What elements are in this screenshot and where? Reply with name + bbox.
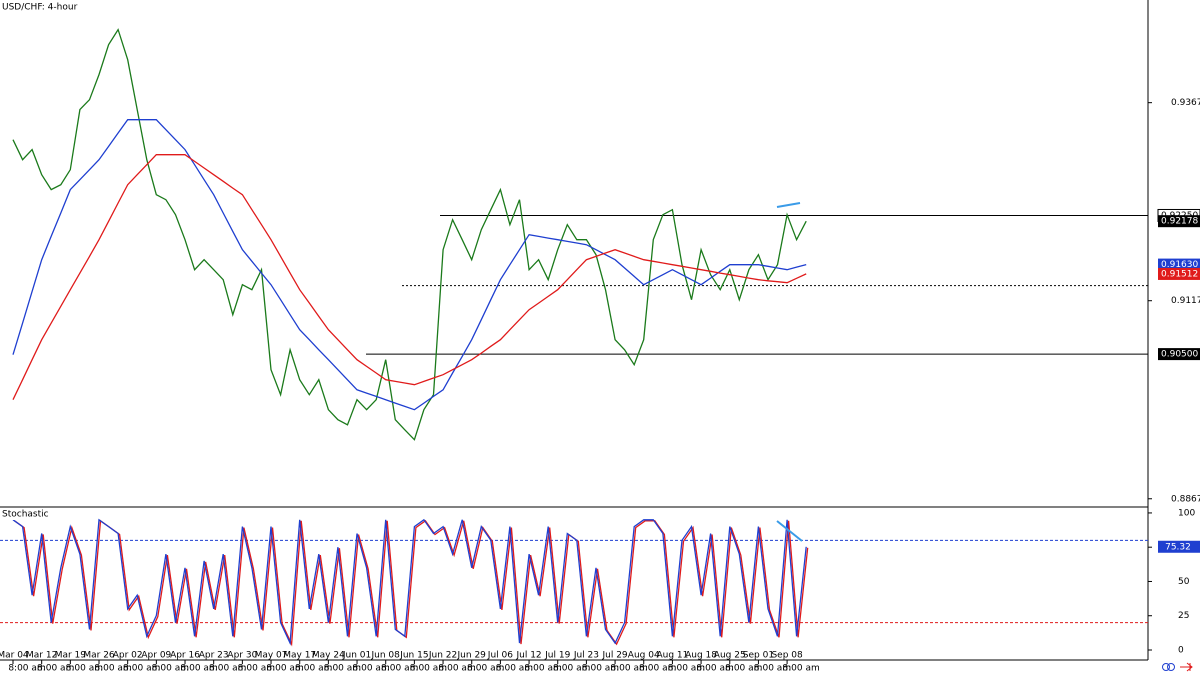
x-tick-label: Aug 18 <box>685 651 717 661</box>
x-tick-label: Jul 23 <box>573 651 599 661</box>
x-time-label: 8:00 am <box>467 664 504 674</box>
icon[interactable] <box>1167 663 1175 671</box>
x-tick-label: Apr 23 <box>199 651 229 661</box>
x-time-label: 8:00 am <box>410 664 447 674</box>
x-time-label: 8:00 am <box>8 664 45 674</box>
x-tick-label: Mar 19 <box>55 651 87 661</box>
y-tick-label: 25 <box>1178 611 1189 621</box>
x-time-label: 8:00 am <box>725 664 762 674</box>
x-tick-label: Aug 11 <box>656 651 688 661</box>
x-time-label: 8:00 am <box>438 664 475 674</box>
y-tick-label: 50 <box>1178 577 1190 587</box>
x-time-label: 8:00 am <box>37 664 74 674</box>
x-time-label: 8:00 am <box>696 664 733 674</box>
title-bg <box>0 1 66 13</box>
indicator-title: Stochastic <box>2 510 49 520</box>
x-tick-label: Jul 06 <box>487 651 513 661</box>
series-line <box>12 518 807 646</box>
x-time-label: 8:00 am <box>209 664 246 674</box>
price-label: 0.92178 <box>1161 217 1198 227</box>
x-tick-label: Apr 16 <box>170 651 200 661</box>
x-tick-label: May 24 <box>312 651 345 661</box>
x-time-label: 8:00 am <box>639 664 676 674</box>
x-tick-label: Jun 22 <box>428 651 457 661</box>
title-bg <box>0 509 40 520</box>
x-tick-label: Mar 04 <box>0 651 29 661</box>
x-time-label: 8:00 am <box>324 664 361 674</box>
x-time-label: 8:00 am <box>266 664 303 674</box>
x-tick-label: Mar 26 <box>83 651 115 661</box>
x-tick-label: Jul 12 <box>515 651 541 661</box>
x-time-label: 8:00 am <box>152 664 189 674</box>
x-time-label: 8:00 am <box>295 664 332 674</box>
price-label-box <box>1158 348 1200 361</box>
toolbar-icons[interactable] <box>1162 662 1193 672</box>
y-tick-label: 0.93674 <box>1171 98 1200 108</box>
x-tick-label: Jun 29 <box>457 651 487 661</box>
series-line <box>12 119 807 411</box>
price-label-box <box>1158 215 1200 228</box>
price-label: 0.90500 <box>1161 350 1198 360</box>
price-label: 0.91512 <box>1161 269 1198 279</box>
chart-title: USD/CHF: 4-hour <box>2 3 78 13</box>
trend-line <box>776 520 803 542</box>
x-tick-label: Aug 04 <box>628 651 660 661</box>
x-time-label: 8:00 am <box>610 664 647 674</box>
x-tick-label: Apr 02 <box>113 651 143 661</box>
price-label-box <box>1158 267 1200 280</box>
icon[interactable] <box>1180 662 1193 672</box>
series-line <box>12 154 807 400</box>
x-tick-label: Jul 19 <box>544 651 570 661</box>
x-tick-label: Aug 25 <box>714 651 746 661</box>
x-time-label: 8:00 am <box>381 664 418 674</box>
series-line <box>14 519 809 647</box>
x-tick-label: Jun 01 <box>342 651 371 661</box>
x-tick-label: May 07 <box>255 651 288 661</box>
x-tick-label: Jul 29 <box>601 651 627 661</box>
price-label-box <box>1158 258 1200 271</box>
y-tick-label: 100 <box>1178 508 1195 518</box>
x-tick-label: Sep 08 <box>771 651 803 661</box>
icon[interactable] <box>1162 663 1170 671</box>
value-box <box>1158 540 1200 553</box>
x-tick-label: Jun 15 <box>399 651 428 661</box>
price-label: 0.91630 <box>1161 260 1198 270</box>
x-time-label: 8:00 am <box>238 664 275 674</box>
x-tick-label: Apr 09 <box>141 651 171 661</box>
x-time-label: 8:00 am <box>180 664 217 674</box>
x-tick-label: May 17 <box>283 651 316 661</box>
x-tick-label: Mar 12 <box>26 651 57 661</box>
x-time-label: 8:00 am <box>496 664 533 674</box>
y-tick-label: 0.91174 <box>1171 296 1200 306</box>
plot-layer: 0.936740.911740.886740.922500.921780.916… <box>0 28 1200 674</box>
x-time-label: 8:00 am <box>668 664 705 674</box>
x-tick-label: Apr 30 <box>227 651 257 661</box>
x-time-label: 8:00 am <box>524 664 561 674</box>
x-time-label: 8:00 am <box>66 664 103 674</box>
x-time-label: 8:00 am <box>94 664 131 674</box>
x-time-label: 8:00 am <box>782 664 819 674</box>
x-time-label: 8:00 am <box>754 664 791 674</box>
series-line <box>12 28 807 441</box>
y-tick-label: 0 <box>1178 645 1184 655</box>
value-label: 75.32 <box>1165 542 1191 552</box>
trend-line <box>776 202 801 208</box>
x-tick-label: Sep 01 <box>743 651 774 661</box>
x-time-label: 8:00 am <box>123 664 160 674</box>
x-time-label: 8:00 am <box>352 664 389 674</box>
x-tick-label: Jun 08 <box>371 651 401 661</box>
x-time-label: 8:00 am <box>582 664 619 674</box>
x-time-label: 8:00 am <box>553 664 590 674</box>
y-tick-label: 0.88674 <box>1171 494 1200 504</box>
